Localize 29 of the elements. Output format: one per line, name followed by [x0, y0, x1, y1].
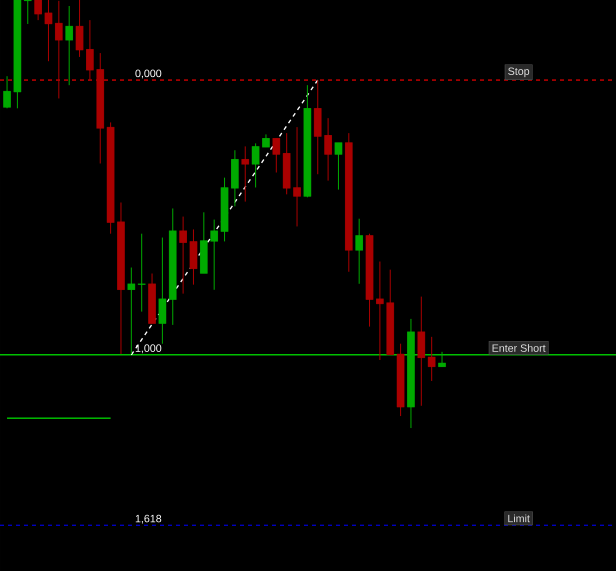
- ref-line-label: Limit: [508, 514, 530, 522]
- candlestick: [179, 216, 187, 294]
- candlestick: [252, 142, 260, 188]
- candlestick: [272, 138, 280, 173]
- candlestick: [86, 20, 94, 81]
- candlestick: [438, 351, 446, 368]
- candlestick: [210, 219, 218, 290]
- annotation: 0,000: [135, 70, 162, 78]
- candlestick: [138, 233, 146, 312]
- candlestick: [3, 76, 11, 109]
- candlestick: [293, 126, 301, 227]
- ref-line-label: Stop: [508, 67, 530, 78]
- candlestick: [128, 267, 136, 354]
- candlestick: [334, 142, 342, 190]
- candlestick: [55, 0, 63, 99]
- annotation: 1,618: [136, 514, 162, 524]
- candlestick: [24, 0, 32, 24]
- candlestick: [428, 336, 436, 382]
- candlestick: [376, 261, 384, 360]
- ref-line-label: Enter Short: [492, 344, 546, 352]
- candlestick: [44, 0, 52, 62]
- candlestick: [241, 146, 250, 202]
- candlestick: [76, 0, 84, 58]
- candlestick: [324, 118, 332, 182]
- annotation: 1,000: [136, 344, 162, 354]
- candlestick: [65, 5, 74, 86]
- candlestick: [262, 134, 270, 148]
- candlestick: [34, 0, 42, 21]
- candlestick: [355, 218, 363, 284]
